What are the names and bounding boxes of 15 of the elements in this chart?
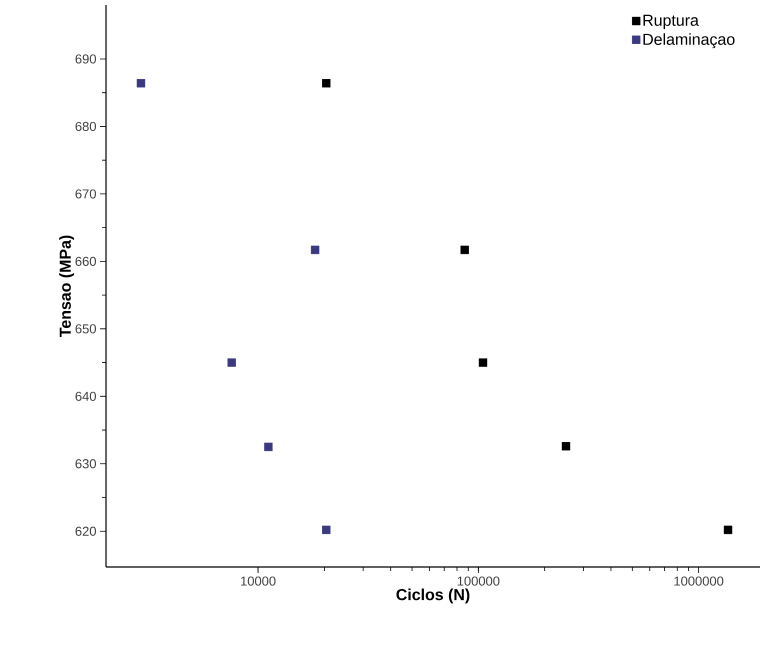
x-tick-label: 1000000 — [674, 576, 724, 586]
y-axis-title: Tensao (MPa) — [59, 236, 74, 338]
y-tick-label: 620 — [76, 526, 96, 536]
y-tick-label: 690 — [76, 54, 96, 64]
y-tick-label: 650 — [76, 324, 96, 334]
y-tick-label: 670 — [76, 189, 96, 198]
x-axis-title: Ciclos (N) — [396, 588, 470, 604]
y-tick-label: 630 — [76, 459, 96, 468]
x-tick-label: 10000 — [241, 576, 276, 586]
legend-label: Delaminaçao — [643, 33, 735, 48]
y-tick-label: 660 — [76, 256, 96, 266]
x-tick-label: 100000 — [458, 576, 500, 586]
y-tick-label: 640 — [76, 392, 96, 401]
legend-label: Ruptura — [643, 14, 699, 30]
y-tick-label: 680 — [76, 122, 96, 132]
